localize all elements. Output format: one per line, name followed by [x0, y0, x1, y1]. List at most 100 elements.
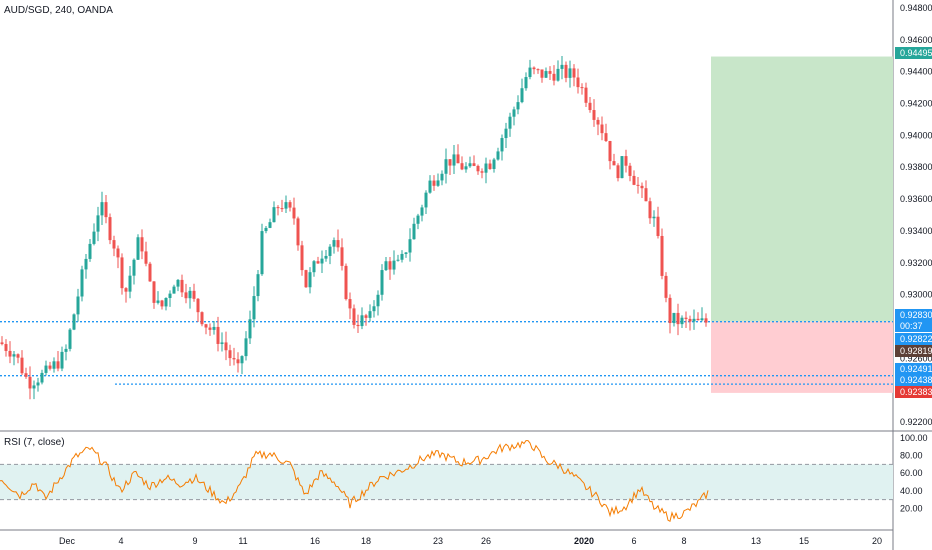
- candle-body: [672, 312, 676, 324]
- price-tag-label: 0.92819: [900, 346, 932, 356]
- candle-body: [324, 255, 328, 259]
- candle-body: [572, 68, 576, 78]
- candle-body: [60, 351, 64, 369]
- rsi-axis-label: 40.00: [900, 486, 923, 496]
- candle-body: [460, 163, 464, 170]
- candle-body: [660, 235, 664, 276]
- price-tag: [895, 363, 932, 375]
- time-axis-label: 20: [872, 536, 882, 546]
- candle-body: [372, 306, 376, 312]
- price-axis-label: 0.94600: [900, 35, 932, 45]
- time-axis-label: 18: [361, 536, 371, 546]
- time-axis-label: 4: [118, 536, 123, 546]
- candle-body: [456, 154, 460, 164]
- candle-body: [564, 64, 568, 78]
- candle-body: [648, 201, 652, 219]
- loss-zone: [711, 321, 893, 393]
- candle-body: [316, 261, 320, 264]
- candle-body: [272, 207, 276, 223]
- candle-body: [580, 87, 584, 89]
- candle-body: [84, 258, 88, 270]
- candle-body: [256, 274, 260, 297]
- candle-body: [168, 293, 172, 299]
- time-axis-label: 6: [631, 536, 636, 546]
- candle-body: [616, 165, 620, 179]
- candle-body: [332, 240, 336, 247]
- candle-body: [344, 265, 348, 300]
- rsi-line: [0, 440, 709, 523]
- candle-body: [164, 298, 168, 307]
- candle-body: [680, 317, 684, 325]
- candle-body: [432, 180, 436, 186]
- candle-body: [488, 163, 492, 169]
- candle-body: [288, 202, 292, 208]
- price-tag: [895, 333, 932, 345]
- candle-body: [68, 329, 72, 349]
- candle-body: [312, 261, 316, 273]
- candle-body: [444, 159, 448, 174]
- candle-body: [208, 327, 212, 330]
- candle-body: [92, 231, 96, 244]
- candle-body: [184, 292, 188, 299]
- candle-body: [464, 166, 468, 170]
- candle-body: [392, 260, 396, 270]
- price-axis-label: 0.92600: [900, 353, 932, 363]
- candle-body: [172, 286, 176, 294]
- candle-body: [352, 308, 356, 325]
- profit-zone: [711, 56, 893, 322]
- candle-body: [320, 258, 324, 264]
- price-tag-label: 0.92383: [900, 387, 932, 397]
- price-tag: [895, 374, 932, 386]
- candle-body: [176, 279, 180, 287]
- candle-body: [596, 119, 600, 125]
- candle-body: [412, 223, 416, 240]
- candle-body: [188, 290, 192, 299]
- candle-body: [624, 156, 628, 166]
- candle-body: [32, 385, 36, 389]
- time-axis-label: 9: [192, 536, 197, 546]
- price-tag-label: 0.94495: [900, 48, 932, 58]
- candle-body: [396, 259, 400, 261]
- price-axis-label: 0.93600: [900, 194, 932, 204]
- candle-body: [12, 354, 16, 357]
- candle-body: [492, 159, 496, 169]
- candle-body: [244, 338, 248, 357]
- candle-body: [252, 296, 256, 320]
- candle-body: [448, 159, 452, 166]
- candle-body: [404, 252, 408, 254]
- candle-body: [548, 71, 552, 74]
- candle-body: [260, 231, 264, 275]
- candle-body: [108, 217, 112, 241]
- time-axis-label: 26: [481, 536, 491, 546]
- candle-body: [160, 300, 164, 307]
- time-axis-label: 2020: [574, 536, 594, 546]
- candle-body: [516, 102, 520, 110]
- candle-body: [284, 202, 288, 209]
- candle-body: [528, 67, 532, 78]
- price-tag-label: 0.92491: [900, 364, 932, 374]
- price-tag: [895, 386, 932, 398]
- candle-body: [216, 326, 220, 344]
- candle-body: [696, 318, 700, 321]
- candle-body: [120, 257, 124, 289]
- candle-body: [204, 324, 208, 328]
- candle-body: [224, 342, 228, 351]
- candle-body: [512, 109, 516, 117]
- candle-body: [236, 359, 240, 364]
- candle-body: [484, 163, 488, 173]
- candle-body: [40, 372, 44, 383]
- candle-body: [524, 77, 528, 89]
- candle-body: [128, 275, 132, 292]
- candle-body: [104, 202, 108, 218]
- price-tag-label: 0.92822: [900, 334, 932, 344]
- candle-body: [232, 358, 236, 360]
- time-axis-label: 13: [751, 536, 761, 546]
- candle-body: [240, 356, 244, 364]
- chart-title: AUD/SGD, 240, OANDA: [4, 5, 113, 16]
- candle-body: [280, 208, 284, 210]
- candle-body: [28, 376, 32, 389]
- candle-body: [588, 102, 592, 111]
- candle-body: [496, 151, 500, 160]
- candle-body: [700, 318, 704, 321]
